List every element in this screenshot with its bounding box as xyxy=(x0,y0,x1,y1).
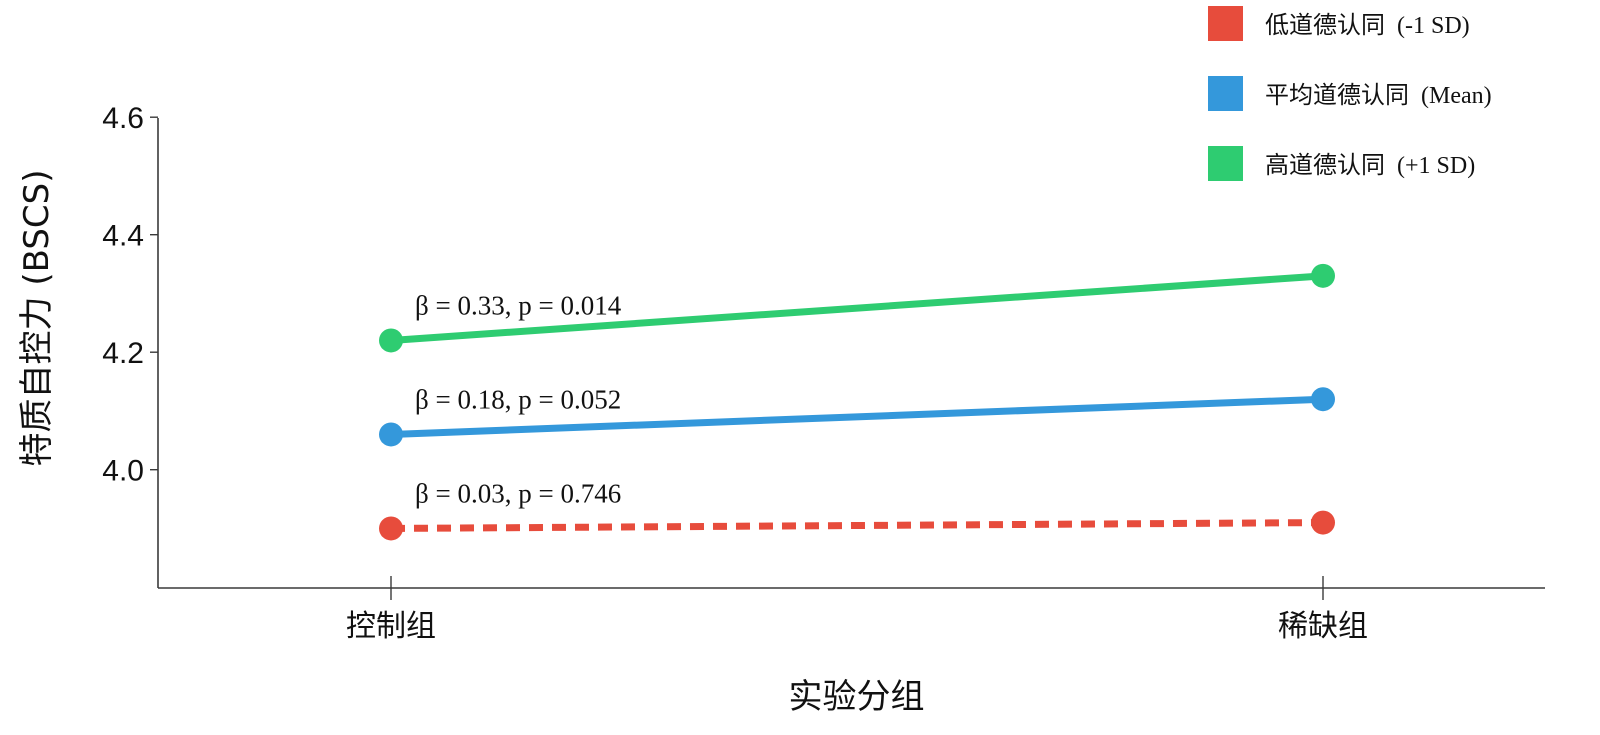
data-point xyxy=(379,422,403,447)
series-points xyxy=(379,263,1335,541)
x-ticks: 控制组 稀缺组 xyxy=(346,576,1368,644)
series-line xyxy=(390,519,1324,532)
y-tick-label: 4.6 xyxy=(102,102,144,135)
x-tick-label: 控制组 xyxy=(346,609,436,644)
effect-annotation: β = 0.18, p = 0.052 xyxy=(415,384,621,414)
x-tick-label: 稀缺组 xyxy=(1278,609,1368,644)
series-line xyxy=(390,272,1324,344)
y-ticks: 4.0 4.2 4.4 4.6 xyxy=(102,102,158,488)
legend-label: 低道德认同 (-1 SD) xyxy=(1265,12,1470,39)
y-tick-label: 4.4 xyxy=(102,220,144,253)
data-point xyxy=(1311,263,1335,288)
series-line xyxy=(390,395,1324,438)
x-axis-title: 实验分组 xyxy=(789,677,925,717)
legend-label: 平均道德认同 (Mean) xyxy=(1265,82,1492,109)
data-point xyxy=(1311,510,1335,535)
legend-swatch xyxy=(1208,146,1243,181)
legend: 低道德认同 (-1 SD) 平均道德认同 (Mean) 高道德认同 (+1 SD) xyxy=(1208,6,1492,181)
effect-annotation: β = 0.03, p = 0.746 xyxy=(415,478,621,508)
y-axis-title: 特质自控力 (BSCS) xyxy=(17,170,57,467)
y-tick-label: 4.0 xyxy=(102,455,144,488)
data-point xyxy=(379,516,403,541)
data-point xyxy=(1311,387,1335,412)
effect-annotation: β = 0.33, p = 0.014 xyxy=(415,290,622,320)
annotations: β = 0.03, p = 0.746 β = 0.18, p = 0.052 β … xyxy=(415,290,622,508)
axes xyxy=(157,118,1545,589)
legend-swatch xyxy=(1208,76,1243,111)
series-lines xyxy=(390,272,1324,532)
y-tick-label: 4.2 xyxy=(102,337,144,370)
data-point xyxy=(379,328,403,353)
legend-label: 高道德认同 (+1 SD) xyxy=(1265,152,1475,179)
legend-swatch xyxy=(1208,6,1243,41)
